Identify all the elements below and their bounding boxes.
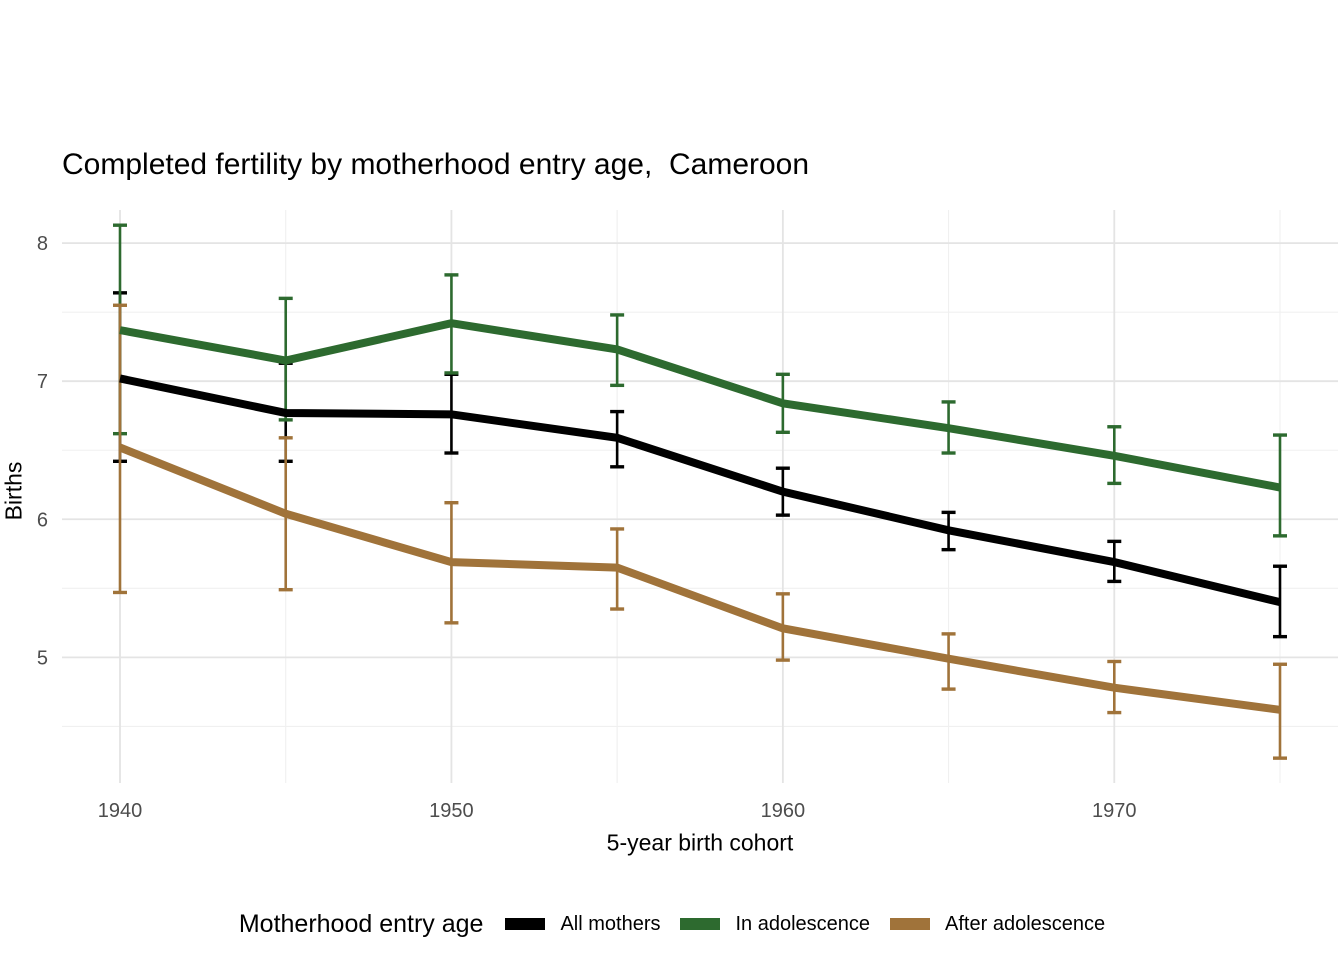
- legend-label-in-adolescence: In adolescence: [735, 912, 871, 935]
- chart-title: Completed fertility by motherhood entry …: [62, 148, 810, 181]
- legend: Motherhood entry age All mothers In adole…: [0, 902, 1344, 946]
- legend-entry-all-mothers: All mothers: [505, 913, 660, 936]
- gridlines-minor: [62, 210, 1338, 783]
- y-tick-label: 6: [37, 509, 48, 531]
- legend-swatch-in-adolescence: [680, 918, 721, 930]
- line-in-adolescence: [119, 319, 1281, 492]
- legend-entries: All mothers In adolescence After adolescen…: [505, 913, 1105, 936]
- tick-labels: 5 6 7 8 1940 1950 1960 1970: [37, 233, 1137, 822]
- y-axis-title: Births: [0, 461, 27, 521]
- legend-title: Motherhood entry age: [238, 909, 484, 938]
- x-tick-label: 1950: [429, 800, 474, 822]
- legend-entry-in-adolescence: In adolescence: [680, 913, 870, 936]
- x-tick-label: 1970: [1092, 800, 1137, 822]
- x-axis-title: 5-year birth cohort: [606, 829, 794, 856]
- y-tick-label: 8: [37, 233, 48, 255]
- legend-swatch-after-adolescence: [890, 918, 931, 930]
- line-after-adolescence: [118, 443, 1281, 714]
- x-tick-label: 1940: [98, 800, 143, 822]
- legend-swatch-all-mothers: [505, 918, 546, 930]
- y-tick-label: 7: [37, 371, 48, 393]
- x-tick-label: 1960: [761, 800, 806, 822]
- legend-label-after-adolescence: After adolescence: [945, 912, 1106, 935]
- y-tick-label: 5: [37, 647, 48, 669]
- legend-entry-after-adolescence: After adolescence: [890, 913, 1105, 936]
- legend-label-all-mothers: All mothers: [560, 912, 661, 935]
- gridlines-major: [62, 210, 1338, 783]
- line-all-mothers: [119, 374, 1281, 607]
